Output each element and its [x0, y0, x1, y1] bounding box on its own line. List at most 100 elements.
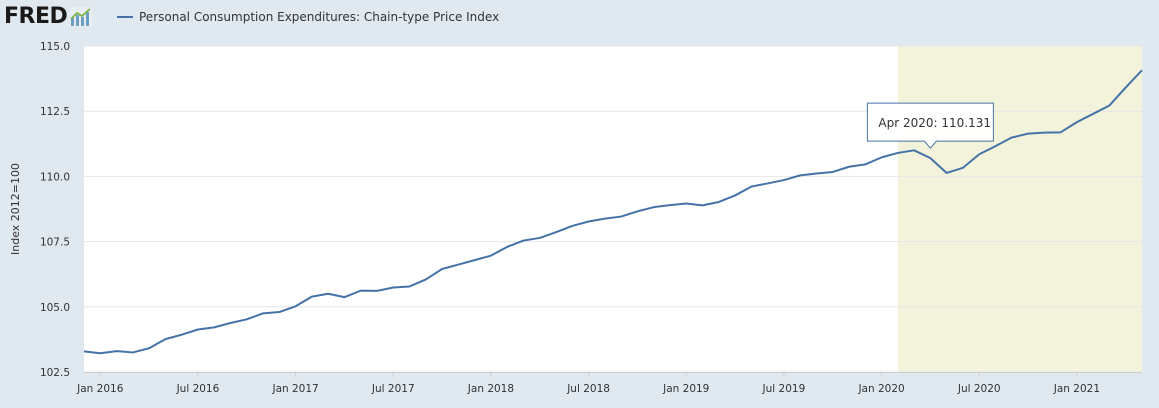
data-point[interactable] — [341, 294, 347, 300]
data-point[interactable] — [553, 229, 559, 235]
data-point[interactable] — [1009, 135, 1015, 141]
x-tick-label: Jul 2020 — [957, 383, 1001, 395]
data-point[interactable] — [146, 345, 152, 351]
data-point[interactable] — [423, 276, 429, 282]
data-point[interactable] — [195, 326, 201, 332]
data-point[interactable] — [634, 208, 640, 214]
data-point[interactable] — [667, 202, 673, 208]
data-point[interactable] — [455, 262, 461, 268]
data-point[interactable] — [993, 143, 999, 149]
data-point[interactable] — [1041, 130, 1047, 136]
x-tick-label: Jan 2017 — [271, 383, 318, 395]
data-point[interactable] — [944, 170, 950, 176]
data-point[interactable] — [1074, 119, 1080, 125]
legend-series-label: Personal Consumption Expenditures: Chain… — [139, 10, 500, 24]
data-point[interactable] — [162, 336, 168, 342]
recession-band — [897, 46, 1142, 372]
data-point[interactable] — [1123, 84, 1129, 90]
data-point[interactable] — [830, 169, 836, 175]
x-tick-label: Jan 2019 — [662, 383, 709, 395]
data-point[interactable] — [651, 204, 657, 210]
tooltip-label: Apr 2020: 110.131 — [878, 116, 991, 130]
data-point[interactable] — [927, 155, 933, 161]
y-tick-label: 115.0 — [40, 41, 70, 53]
data-point[interactable] — [960, 165, 966, 171]
data-point[interactable] — [130, 349, 136, 355]
y-axis-title: Index 2012=100 — [9, 163, 22, 255]
data-point[interactable] — [1058, 129, 1064, 135]
x-tick-label: Jul 2016 — [176, 383, 220, 395]
fred-graph-icon — [70, 7, 93, 27]
data-point[interactable] — [211, 324, 217, 330]
data-point[interactable] — [1090, 111, 1096, 117]
data-point[interactable] — [700, 202, 706, 208]
data-point[interactable] — [716, 199, 722, 205]
y-tick-label: 102.5 — [40, 367, 70, 379]
tooltip-value: 110.131 — [941, 116, 991, 130]
x-tick-label: Jul 2018 — [566, 383, 610, 395]
x-tick-label: Jul 2017 — [371, 383, 415, 395]
data-point[interactable] — [390, 285, 396, 291]
data-point[interactable] — [260, 310, 266, 316]
fred-logo-text: FRED — [4, 4, 68, 29]
data-point[interactable] — [797, 172, 803, 178]
data-point[interactable] — [244, 316, 250, 322]
chart-legend[interactable]: Personal Consumption Expenditures: Chain… — [117, 7, 499, 27]
data-point[interactable] — [520, 238, 526, 244]
data-point[interactable] — [879, 154, 885, 160]
series-line[interactable] — [83, 69, 1143, 355]
data-point[interactable] — [732, 192, 738, 198]
data-point[interactable] — [439, 266, 445, 272]
data-point[interactable] — [293, 303, 299, 309]
data-point[interactable] — [488, 253, 494, 259]
y-tick-label: 107.5 — [40, 237, 70, 249]
data-point[interactable] — [976, 151, 982, 157]
chart-header: FRED Personal Consumption Expenditures: … — [0, 0, 1159, 36]
data-point[interactable] — [537, 235, 543, 241]
data-point[interactable] — [862, 161, 868, 167]
data-point[interactable] — [407, 283, 413, 289]
data-point[interactable] — [325, 291, 331, 297]
data-point[interactable] — [227, 320, 233, 326]
tooltip-box — [866, 102, 994, 149]
data-point[interactable] — [748, 184, 754, 190]
data-point[interactable] — [586, 219, 592, 225]
y-tick-label: 112.5 — [40, 106, 70, 118]
data-point[interactable] — [81, 348, 87, 354]
data-point[interactable] — [179, 332, 185, 338]
data-point[interactable] — [618, 214, 624, 220]
data-point[interactable] — [683, 201, 689, 207]
x-tick-label: Jul 2019 — [762, 383, 806, 395]
data-point[interactable] — [374, 288, 380, 294]
x-tick-label: Jan 2016 — [76, 383, 124, 395]
data-point[interactable] — [911, 147, 917, 153]
data-point[interactable] — [504, 244, 510, 250]
tooltip: Apr 2020: 110.131 — [866, 102, 994, 149]
data-point[interactable] — [895, 150, 901, 156]
data-point[interactable] — [309, 294, 315, 300]
data-point[interactable] — [97, 350, 103, 356]
data-point[interactable] — [569, 223, 575, 229]
fred-logo[interactable]: FRED — [4, 4, 93, 30]
data-point[interactable] — [1139, 67, 1145, 73]
data-point[interactable] — [276, 309, 282, 315]
y-tick-label: 105.0 — [40, 302, 70, 314]
data-point[interactable] — [114, 348, 120, 354]
x-tick-label: Jan 2021 — [1053, 383, 1100, 395]
data-point[interactable] — [813, 171, 819, 177]
data-point[interactable] — [358, 288, 364, 294]
y-tick-label: 110.0 — [40, 171, 70, 183]
tooltip-date: Apr 2020: — [878, 116, 941, 130]
data-point[interactable] — [781, 177, 787, 183]
legend-series-swatch — [117, 16, 133, 18]
data-point[interactable] — [1025, 131, 1031, 137]
data-point[interactable] — [846, 164, 852, 170]
x-tick-label: Jan 2020 — [857, 383, 904, 395]
data-point[interactable] — [765, 180, 771, 186]
data-point[interactable] — [1106, 102, 1112, 108]
x-tick-label: Jan 2018 — [467, 383, 514, 395]
data-point[interactable] — [602, 216, 608, 222]
data-point[interactable] — [472, 257, 478, 263]
